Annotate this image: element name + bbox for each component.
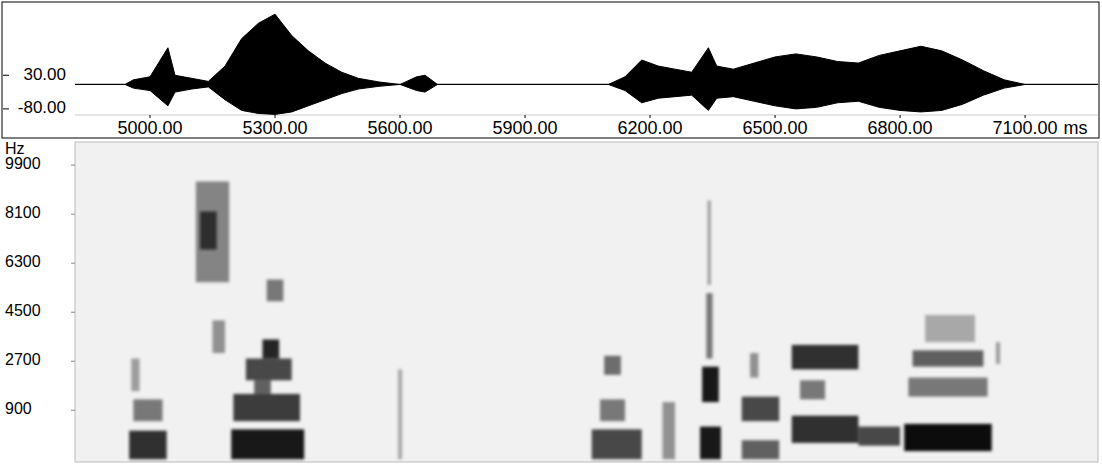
- x-tick-label: 5300.00: [242, 118, 307, 138]
- spectrogram-cells: [129, 181, 1000, 459]
- spectrogram-cell: [196, 181, 229, 282]
- spectrogram-cell: [996, 342, 1000, 364]
- y-tick-label: 30.00: [23, 65, 66, 84]
- spectrogram-cell: [663, 402, 676, 459]
- panel-frame: [2, 2, 1099, 138]
- spectrogram-cell: [708, 201, 711, 285]
- y-tick-label: -80.00: [18, 98, 66, 117]
- spectrogram-cell: [604, 356, 621, 375]
- y-tick: [3, 75, 9, 76]
- x-tick-label: 7100.00: [993, 118, 1058, 138]
- y-tick: [3, 108, 9, 109]
- x-tick-label: 6500.00: [743, 118, 808, 138]
- x-axis-unit: ms: [1064, 118, 1088, 138]
- x-tick-label: 5000.00: [117, 118, 182, 138]
- y-tick-label: 2700: [5, 351, 41, 368]
- spectrogram-cell: [800, 380, 825, 399]
- spectrogram-cell: [233, 394, 300, 421]
- spectrogram-cell: [254, 380, 271, 394]
- y-tick: [71, 263, 75, 264]
- spectrogram-cell: [129, 431, 167, 460]
- spectrogram-cell: [231, 429, 304, 459]
- x-tick-label: 6200.00: [618, 118, 683, 138]
- x-axis-line: [75, 115, 1098, 116]
- y-tick-label: 9900: [5, 155, 41, 172]
- spectrogram-cell: [792, 416, 859, 443]
- spectrogram-cell: [398, 369, 402, 459]
- spectrogram-cell: [706, 293, 712, 358]
- spectrogram-cell: [700, 427, 721, 460]
- y-tick: [71, 410, 75, 411]
- spectrogram-cell: [913, 350, 984, 366]
- x-tick-label: 5900.00: [492, 118, 557, 138]
- spectrogram-cell: [750, 353, 758, 378]
- waveform-envelope: [75, 14, 1098, 84]
- spectrogram-cell: [742, 397, 780, 422]
- y-tick-label: 900: [5, 400, 32, 417]
- spectrogram-ground: [75, 142, 1098, 462]
- spectrogram-cell: [702, 367, 719, 402]
- spectrogram-cell: [904, 424, 992, 451]
- spectrogram-cell: [742, 440, 780, 459]
- y-tick: [71, 214, 75, 215]
- spectrogram-cell: [133, 399, 162, 421]
- spectrogram-cell: [200, 211, 217, 249]
- y-tick: [71, 312, 75, 313]
- waveform-envelope: [75, 84, 1098, 114]
- y-tick-label: 8100: [5, 204, 41, 221]
- waveform: [75, 14, 1098, 114]
- y-tick-label: 6300: [5, 253, 41, 270]
- spectrogram-cell: [592, 429, 642, 459]
- spectrogram-cell: [131, 359, 139, 392]
- y-tick-label: 4500: [5, 302, 41, 319]
- spectrogram-cell: [263, 339, 280, 358]
- spectrogram-cell: [908, 378, 987, 397]
- spectrogram-cell: [858, 427, 900, 446]
- spectrogram-cell: [792, 345, 859, 370]
- chart: 5000.00 5300.00 5600.00 5900.00 6200.00 6500.…: [0, 0, 1102, 465]
- spectrogram-cell: [925, 315, 975, 342]
- y-tick: [71, 361, 75, 362]
- y-tick: [71, 165, 75, 166]
- spectrogram-cell: [213, 320, 226, 353]
- spectrogram-cell: [246, 359, 292, 381]
- spectrogram-cell: [600, 399, 625, 421]
- x-tick-label: 6800.00: [868, 118, 933, 138]
- spectrogram-cell: [267, 280, 284, 302]
- x-tick-label: 5600.00: [367, 118, 432, 138]
- spectrogram: [129, 181, 1000, 459]
